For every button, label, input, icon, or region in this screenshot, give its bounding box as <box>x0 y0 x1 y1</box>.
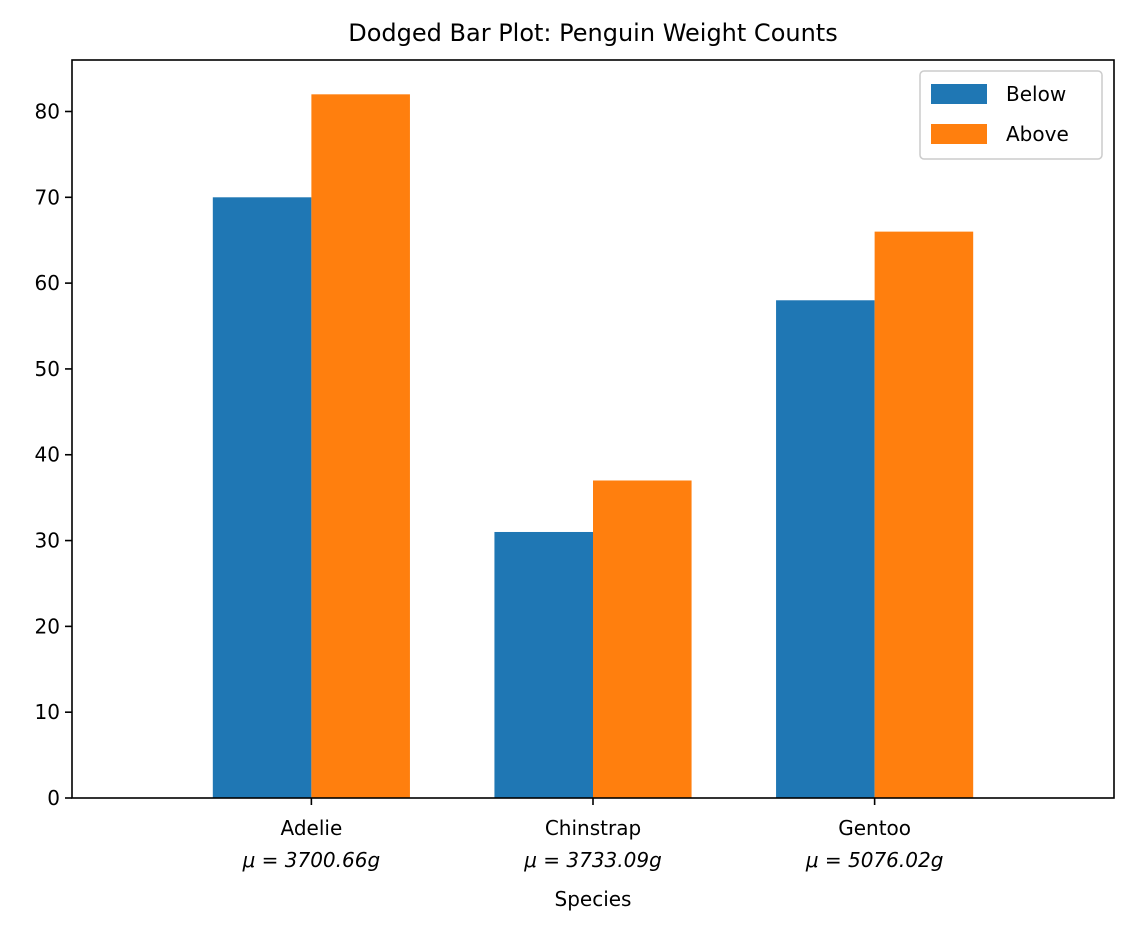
bar-below-gentoo <box>776 300 875 798</box>
x-tick-sublabel: μ = 3733.09g <box>523 848 662 872</box>
x-axis: Adelie μ = 3700.66g Chinstrap μ = 3733.09g G… <box>242 798 944 872</box>
x-tick-label: Chinstrap <box>545 816 641 840</box>
bar-above-gentoo <box>874 231 974 798</box>
y-tick-label: 30 <box>35 529 60 553</box>
chart-title: Dodged Bar Plot: Penguin Weight Counts <box>348 19 837 47</box>
bars-group <box>212 94 974 799</box>
y-tick-label: 80 <box>35 99 60 123</box>
legend-swatch-below <box>931 84 987 104</box>
bar-above-adelie <box>311 94 410 799</box>
x-tick-sublabel: μ = 3700.66g <box>242 848 381 872</box>
legend-label-below: Below <box>1006 82 1066 106</box>
bar-below-chinstrap <box>494 531 593 798</box>
y-tick-label: 20 <box>35 614 60 638</box>
legend-label-above: Above <box>1006 122 1069 146</box>
y-tick-label: 0 <box>47 786 60 810</box>
y-tick-label: 40 <box>35 443 60 467</box>
y-tick-label: 10 <box>35 700 60 724</box>
x-tick-label: Gentoo <box>838 816 911 840</box>
x-axis-label: Species <box>555 887 632 911</box>
y-tick-label: 50 <box>35 357 60 381</box>
legend-swatch-above <box>931 124 987 144</box>
y-axis: 0 10 20 30 40 50 60 70 80 <box>35 99 72 810</box>
y-tick-label: 60 <box>35 271 60 295</box>
legend: Below Above <box>919 70 1103 160</box>
bar-below-adelie <box>212 197 312 799</box>
x-tick-sublabel: μ = 5076.02g <box>805 848 944 872</box>
bar-above-chinstrap <box>593 480 692 798</box>
x-tick-label: Adelie <box>281 816 343 840</box>
y-tick-label: 70 <box>35 185 60 209</box>
